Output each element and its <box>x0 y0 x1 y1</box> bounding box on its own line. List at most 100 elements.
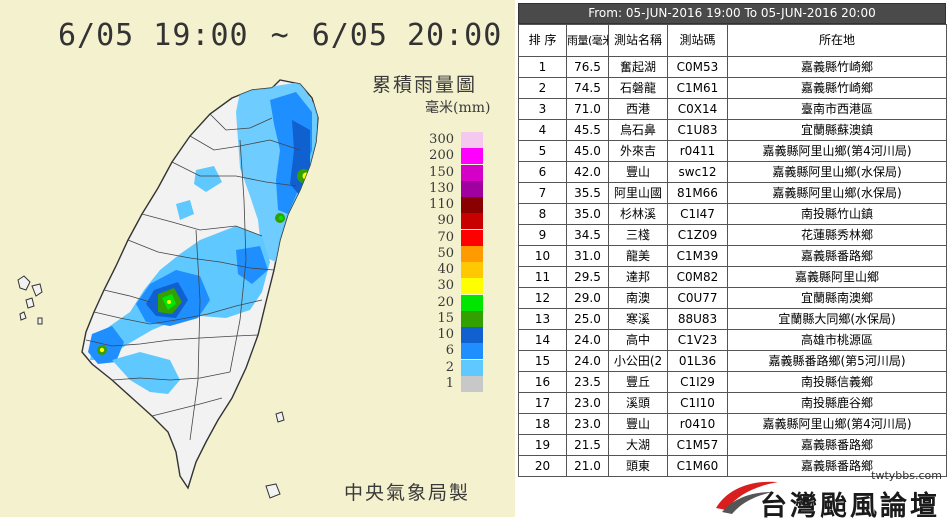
legend-entry: 10 <box>415 327 490 343</box>
legend-entry-swatch <box>461 245 483 262</box>
legend-unit: 毫米(mm) <box>425 100 491 116</box>
legend-entry: 150 <box>415 164 490 181</box>
cell-rainfall: 21.5 <box>566 434 609 456</box>
cell-rainfall: 34.5 <box>566 224 609 246</box>
cell-rainfall: 21.0 <box>566 455 609 477</box>
cell-station-code: C0U77 <box>667 287 728 309</box>
map-credit: 中央氣象局製 <box>344 482 471 504</box>
cell-station-name: 奮起湖 <box>608 56 668 78</box>
cell-station-name: 外來吉 <box>608 140 668 162</box>
cell-station-name: 烏石鼻 <box>608 119 668 141</box>
cell-station-code: 81M66 <box>667 182 728 204</box>
legend-entry-label: 150 <box>429 164 454 180</box>
table-row: 9 34.5 三棧 C1Z09 花蓮縣秀林鄉 <box>518 224 947 246</box>
cell-station-code: C1I29 <box>667 371 728 393</box>
legend-title: 累積雨量圖 <box>372 74 478 96</box>
legend-entry: 70 <box>415 229 490 246</box>
column-header-station-name: 測站名稱 <box>608 24 668 57</box>
legend-entry-swatch <box>461 197 483 213</box>
cell-location: 南投縣信義鄉 <box>727 371 947 393</box>
cell-rank: 4 <box>518 119 567 141</box>
table-row: 1 76.5 奮起湖 C0M53 嘉義縣竹崎鄉 <box>518 56 947 78</box>
cell-station-name: 石磐龍 <box>608 77 668 99</box>
cell-station-name: 大湖 <box>608 434 668 456</box>
table-row: 19 21.5 大湖 C1M57 嘉義縣番路鄉 <box>518 434 947 456</box>
cell-location: 嘉義縣阿里山鄉(水保局) <box>727 182 947 204</box>
cell-rainfall: 23.0 <box>566 392 609 414</box>
cell-station-code: C1M61 <box>667 77 728 99</box>
cell-rank: 18 <box>518 413 567 435</box>
cell-station-code: C1Z09 <box>667 224 728 246</box>
legend-entry-label: 200 <box>429 148 454 164</box>
table-row: 12 29.0 南澳 C0U77 宜蘭縣南澳鄉 <box>518 287 947 309</box>
map-title-end: 6/05 20:00 <box>311 18 503 53</box>
legend-entry-swatch <box>461 359 483 376</box>
table-time-range-header: From: 05-JUN-2016 19:00 To 05-JUN-2016 2… <box>518 3 946 24</box>
cell-location: 南投縣鹿谷鄉 <box>727 392 947 414</box>
cell-station-code: C1V23 <box>667 329 728 351</box>
legend-entry: 40 <box>415 262 490 278</box>
cell-rainfall: 35.0 <box>566 203 609 225</box>
cell-location: 嘉義縣阿里山鄉 <box>727 266 947 288</box>
logo-url: twtybbs.com <box>871 469 942 482</box>
legend-entry-label: 1 <box>445 375 454 391</box>
cell-station-name: 溪頭 <box>608 392 668 414</box>
table-body: 1 76.5 奮起湖 C0M53 嘉義縣竹崎鄉 2 74.5 石磐龍 C1M61 嘉義縣竹崎鄉 3 7… <box>518 56 947 477</box>
legend-entry: 15 <box>415 310 490 327</box>
cell-rainfall: 76.5 <box>566 56 609 78</box>
cell-station-code: C1I10 <box>667 392 728 414</box>
legend-entry-swatch <box>461 278 483 295</box>
table-row: 14 24.0 高中 C1V23 高雄市桃源區 <box>518 329 947 351</box>
table-row: 8 35.0 杉林溪 C1I47 南投縣竹山鎮 <box>518 203 947 225</box>
county-boundaries <box>85 113 301 441</box>
legend-entry: 20 <box>415 294 490 311</box>
legend-entry-label: 15 <box>437 310 454 326</box>
column-header-location: 所在地 <box>727 24 947 57</box>
table-row: 13 25.0 寒溪 88U83 宜蘭縣大同鄉(水保局) <box>518 308 947 330</box>
cell-location: 嘉義縣竹崎鄉 <box>727 56 947 78</box>
legend-entry-label: 30 <box>437 278 454 294</box>
cell-rainfall: 23.5 <box>566 371 609 393</box>
cell-location: 嘉義縣番路鄉(第5河川局) <box>727 350 947 372</box>
legend-entry-swatch <box>461 180 483 197</box>
cell-station-name: 寒溪 <box>608 308 668 330</box>
map-title: 6/05 19:00 ~6/05 20:00 <box>58 18 502 53</box>
cell-rank: 5 <box>518 140 567 162</box>
cell-station-name: 西港 <box>608 98 668 120</box>
cell-station-name: 豐山 <box>608 161 668 183</box>
legend-entry-swatch <box>461 148 483 165</box>
legend-entry-label: 6 <box>445 343 454 359</box>
cell-rank: 3 <box>518 98 567 120</box>
legend-entry-label: 2 <box>445 359 454 375</box>
legend-entry: 6 <box>415 343 490 360</box>
table-row: 18 23.0 豐山 r0410 嘉義縣阿里山鄉(第4河川局) <box>518 413 947 435</box>
map-title-start: 6/05 19:00 <box>58 18 249 53</box>
cell-rainfall: 35.5 <box>566 182 609 204</box>
cell-rank: 10 <box>518 245 567 267</box>
table-row: 7 35.5 阿里山國 81M66 嘉義縣阿里山鄉(水保局) <box>518 182 947 204</box>
cell-station-name: 達邦 <box>608 266 668 288</box>
legend-entry-label: 20 <box>437 294 454 310</box>
cell-station-code: C1I47 <box>667 203 728 225</box>
cell-rank: 1 <box>518 56 567 78</box>
cell-rank: 20 <box>518 455 567 477</box>
legend-entry-swatch <box>461 262 483 278</box>
cell-rank: 19 <box>518 434 567 456</box>
legend-entry: 110 <box>415 197 490 213</box>
cell-location: 南投縣竹山鎮 <box>727 203 947 225</box>
legend-entry: 30 <box>415 278 490 295</box>
cell-rank: 2 <box>518 77 567 99</box>
taiwan-map <box>17 79 319 499</box>
legend-entry-label: 130 <box>429 180 454 196</box>
table-row: 17 23.0 溪頭 C1I10 南投縣鹿谷鄉 <box>518 392 947 414</box>
cell-station-code: 88U83 <box>667 308 728 330</box>
cell-rank: 13 <box>518 308 567 330</box>
legend-entry: 130 <box>415 180 490 197</box>
cell-rainfall: 24.0 <box>566 350 609 372</box>
table-row: 15 24.0 小公田(2 01L36 嘉義縣番路鄉(第5河川局) <box>518 350 947 372</box>
cell-location: 嘉義縣竹崎鄉 <box>727 77 947 99</box>
column-header-rainfall: 雨量(毫米) <box>566 24 609 57</box>
table-row: 6 42.0 豐山 swc12 嘉義縣阿里山鄉(水保局) <box>518 161 947 183</box>
rainfall-map-panel: 6/05 19:00 ~6/05 20:00 <box>0 0 515 517</box>
cell-station-name: 小公田(2 <box>608 350 668 372</box>
